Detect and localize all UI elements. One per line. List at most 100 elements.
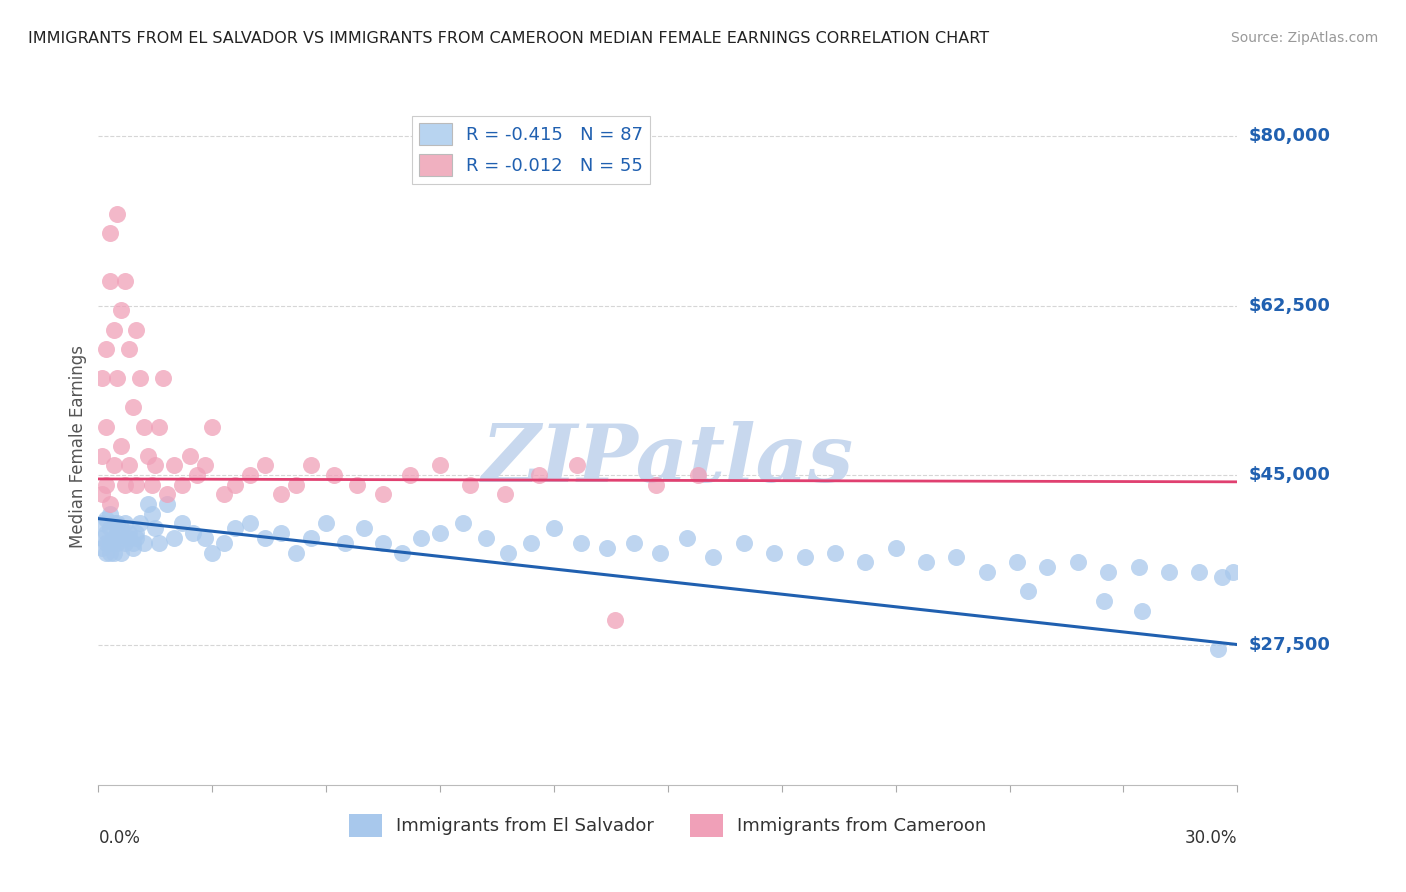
Point <box>107 516 129 531</box>
Text: IMMIGRANTS FROM EL SALVADOR VS IMMIGRANTS FROM CAMEROON MEDIAN FEMALE EARNINGS C: IMMIGRANTS FROM EL SALVADOR VS IMMIGRANT… <box>28 31 990 46</box>
Point <box>1157 565 1180 579</box>
Point <box>125 526 148 541</box>
Point <box>129 516 152 531</box>
Point <box>103 531 125 545</box>
Point <box>1128 560 1150 574</box>
Text: $62,500: $62,500 <box>1249 296 1330 315</box>
Point <box>163 458 186 473</box>
Point <box>103 516 125 531</box>
Text: 30.0%: 30.0% <box>1185 829 1237 847</box>
Point <box>254 531 277 545</box>
Point <box>239 516 262 531</box>
Point <box>1208 642 1230 657</box>
Point <box>94 536 117 550</box>
Point <box>156 487 179 501</box>
Point <box>114 477 136 491</box>
Point <box>107 526 129 541</box>
Point <box>1018 584 1040 599</box>
Point <box>156 497 179 511</box>
Point <box>1222 565 1244 579</box>
Point <box>183 526 205 541</box>
Text: 0.0%: 0.0% <box>98 829 141 847</box>
Point <box>527 468 550 483</box>
Point <box>179 449 201 463</box>
Point <box>569 536 592 550</box>
Point <box>371 487 394 501</box>
Point <box>136 449 159 463</box>
Point <box>91 541 114 555</box>
Point <box>121 401 143 415</box>
Point <box>98 521 121 535</box>
Point <box>315 516 337 531</box>
Point <box>110 531 132 545</box>
Point <box>125 531 148 545</box>
Point <box>110 439 132 453</box>
Point <box>129 371 152 385</box>
Point <box>103 458 125 473</box>
Point <box>118 342 141 356</box>
Point <box>118 458 141 473</box>
Point <box>94 511 117 525</box>
Point <box>650 545 672 559</box>
Text: ZIPatlas: ZIPatlas <box>482 421 853 499</box>
Point <box>1005 555 1028 569</box>
Point <box>451 516 474 531</box>
Point <box>702 550 724 565</box>
Point <box>107 206 129 220</box>
Point <box>125 477 148 491</box>
Point <box>98 545 121 559</box>
Point <box>107 371 129 385</box>
Point <box>114 274 136 288</box>
Point <box>915 555 938 569</box>
Point <box>603 613 626 627</box>
Point <box>596 541 619 555</box>
Point <box>429 526 451 541</box>
Point <box>98 497 121 511</box>
Point <box>121 536 143 550</box>
Point <box>121 541 143 555</box>
Point <box>170 516 193 531</box>
Point <box>186 468 208 483</box>
Point <box>94 545 117 559</box>
Point <box>1188 565 1211 579</box>
Point <box>103 323 125 337</box>
Point <box>945 550 967 565</box>
Point <box>94 477 117 491</box>
Point <box>284 545 307 559</box>
Point <box>132 419 155 434</box>
Point <box>322 468 344 483</box>
Point <box>733 536 755 550</box>
Point <box>346 477 368 491</box>
Point <box>398 468 420 483</box>
Point <box>411 531 433 545</box>
Point <box>107 536 129 550</box>
Point <box>148 419 170 434</box>
Point <box>194 531 217 545</box>
Point <box>371 536 394 550</box>
Point <box>194 458 217 473</box>
Point <box>94 419 117 434</box>
Point <box>623 536 645 550</box>
Point <box>391 545 413 559</box>
Point <box>201 419 224 434</box>
Point <box>94 342 117 356</box>
Point <box>543 521 565 535</box>
Point <box>148 536 170 550</box>
Text: $80,000: $80,000 <box>1249 127 1330 145</box>
Point <box>224 521 246 535</box>
Point <box>110 303 132 318</box>
Point <box>824 545 846 559</box>
Point <box>1211 570 1233 584</box>
Y-axis label: Median Female Earnings: Median Female Earnings <box>69 344 87 548</box>
Point <box>91 531 114 545</box>
Point <box>94 526 117 541</box>
Point <box>353 521 375 535</box>
Text: $27,500: $27,500 <box>1249 635 1330 654</box>
Point <box>201 545 224 559</box>
Point <box>110 545 132 559</box>
Text: Source: ZipAtlas.com: Source: ZipAtlas.com <box>1230 31 1378 45</box>
Point <box>145 521 167 535</box>
Point <box>284 477 307 491</box>
Point <box>763 545 786 559</box>
Point <box>474 531 496 545</box>
